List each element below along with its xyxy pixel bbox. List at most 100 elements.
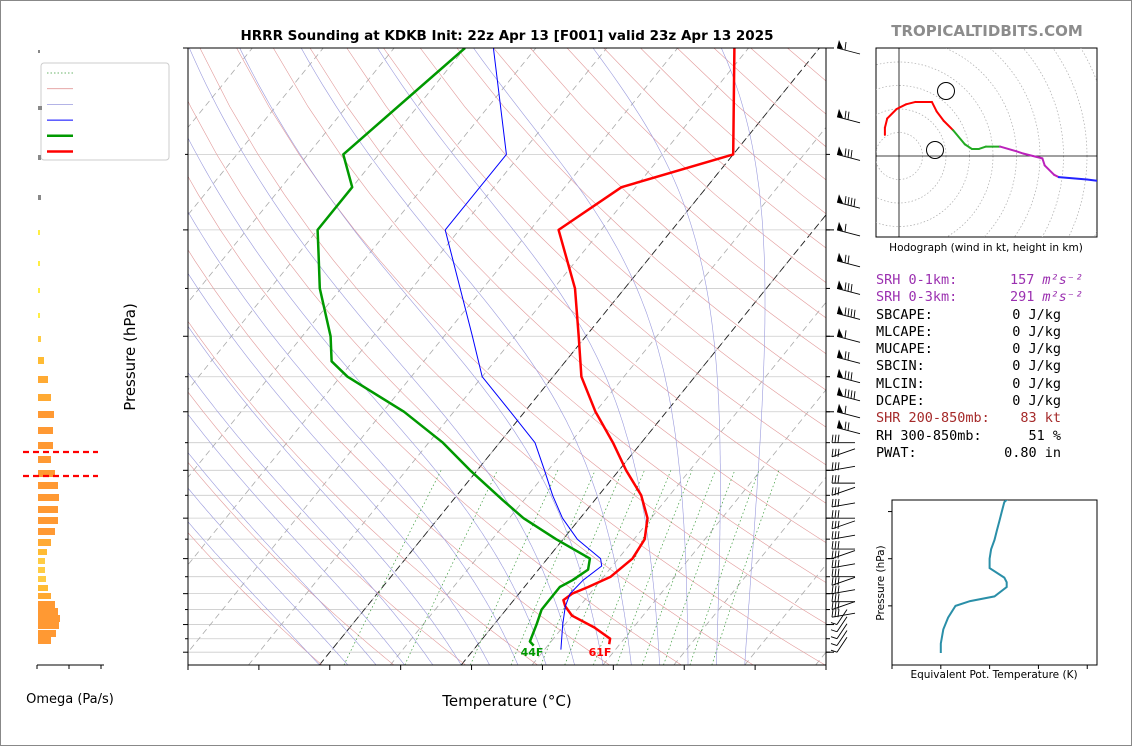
- wind-barb-feather: [831, 568, 834, 577]
- stat-label: SHR 200-850mb:: [876, 410, 990, 427]
- stat-row: SRH 0-3km: 291 m²s⁻²: [876, 289, 1083, 306]
- wind-barb-staff: [836, 616, 848, 632]
- wind-barb-flag: [837, 419, 843, 429]
- omega-bar: [38, 622, 59, 629]
- wind-barb-feather: [834, 568, 837, 577]
- omega-bar: [38, 585, 48, 591]
- omega-bar: [38, 230, 40, 235]
- pseudoadiabat: [188, 521, 320, 665]
- wind-barb-feather: [850, 149, 853, 159]
- omega-bar: [38, 106, 42, 110]
- watermark: TROPICALTIDBITS.COM: [891, 22, 1083, 40]
- wind-barb-feather: [834, 498, 837, 508]
- wind-barb-feather: [834, 475, 837, 484]
- wind-barb-staff: [836, 260, 861, 268]
- isotherm: [248, 48, 749, 665]
- wind-barb-feather: [830, 649, 838, 653]
- dry-adiabat: [383, 48, 826, 466]
- wind-barb-feather: [830, 629, 838, 633]
- stat-label: MLCIN:: [876, 375, 925, 392]
- wind-barb-feather: [850, 308, 853, 318]
- stat-value: 51 %: [1028, 427, 1061, 444]
- wind-barb-feather: [844, 41, 847, 51]
- hodograph-segment: [977, 145, 987, 150]
- wind-barb-staff: [836, 376, 861, 384]
- omega-bar: [38, 288, 40, 293]
- pseudoadiabat: [592, 48, 721, 665]
- wind-barb-flag: [837, 386, 843, 396]
- wind-barb: [831, 475, 855, 484]
- wind-barb-flag: [837, 146, 843, 156]
- hodograph-segment: [999, 145, 1018, 153]
- wind-barb-feather: [844, 330, 847, 339]
- omega-bar: [38, 470, 55, 477]
- mixing-ratio-line: [343, 470, 442, 665]
- hodograph-segment: [930, 100, 938, 113]
- isotherm: [188, 48, 608, 566]
- pseudoadiabat: [188, 211, 519, 665]
- wind-barb-feather: [834, 541, 837, 550]
- pseudoadiabat: [188, 413, 405, 665]
- wind-barb: [836, 221, 861, 237]
- skewt-legend: [40, 62, 170, 161]
- isotherm-highlight: [460, 214, 826, 665]
- dry-adiabat: [188, 100, 754, 665]
- isotherm: [602, 389, 826, 665]
- wind-barb-staff: [831, 486, 856, 496]
- hodograph-frame: [875, 47, 1098, 238]
- stat-value: 0 J/kg: [1012, 341, 1061, 358]
- sfc-dewpoint-label: 44F: [521, 646, 544, 659]
- isotherm: [188, 48, 537, 478]
- wind-barb-feather: [837, 609, 840, 618]
- wind-barb-feather: [834, 559, 837, 568]
- wind-barb-staff: [836, 609, 848, 625]
- wind-barb-feather: [847, 389, 850, 398]
- hodograph-segment: [1015, 150, 1025, 155]
- stat-value: 291 m²s⁻²: [1010, 289, 1083, 306]
- stat-row: MUCAPE: 0 J/kg: [876, 341, 1061, 358]
- omega-bar: [38, 195, 41, 200]
- wind-barb-flag: [837, 368, 843, 378]
- lm-marker: [937, 82, 955, 100]
- isotherm: [673, 476, 826, 665]
- omega-bar: [38, 456, 51, 463]
- stat-value: 0 J/kg: [1012, 393, 1061, 410]
- omega-bar: [38, 376, 48, 383]
- wind-barb-feather: [837, 593, 840, 602]
- hodograph-segment: [1031, 155, 1044, 160]
- stat-value: 0.80 in: [1004, 444, 1061, 461]
- stat-label: MLCAPE:: [876, 323, 933, 340]
- wind-barb-feather: [844, 388, 847, 397]
- pseudoadiabat: [239, 48, 604, 665]
- dry-adiabat: [309, 48, 826, 543]
- wind-barb-feather: [844, 370, 847, 379]
- profile-temperature: [557, 48, 736, 645]
- dry-adiabat: [188, 175, 682, 665]
- wind-barb: [831, 568, 855, 578]
- wind-barb: [836, 403, 861, 419]
- wind-barb-feather: [837, 541, 840, 550]
- omega-bar: [38, 637, 51, 644]
- wind-barb: [831, 462, 856, 471]
- stat-label: RH 300-850mb:: [876, 427, 982, 444]
- omega-bar: [38, 567, 45, 573]
- dry-adiabat: [493, 48, 826, 355]
- stat-label: SBCAPE:: [876, 306, 933, 323]
- wind-barb-staff: [831, 563, 856, 569]
- wind-barb-staff: [836, 229, 861, 237]
- wind-barb-flag: [837, 305, 843, 315]
- pseudoadiabat: [188, 137, 547, 665]
- wind-barb-feather: [837, 601, 840, 610]
- stat-row: DCAPE: 0 J/kg: [876, 393, 1061, 410]
- wind-barb-staff: [836, 116, 861, 124]
- omega-bar: [38, 482, 58, 489]
- pseudoadiabat: [188, 325, 462, 665]
- pseudoadiabat: [300, 48, 632, 665]
- hodograph-segment: [905, 100, 917, 106]
- wind-barb-feather: [831, 462, 834, 471]
- isotherm-highlight: [319, 48, 820, 665]
- wind-barb: [836, 349, 861, 364]
- skewt-plot-frame: [187, 47, 827, 666]
- wind-barb-staff: [836, 394, 861, 402]
- hodograph-caption: Hodograph (wind in kt, height in km): [889, 242, 1083, 254]
